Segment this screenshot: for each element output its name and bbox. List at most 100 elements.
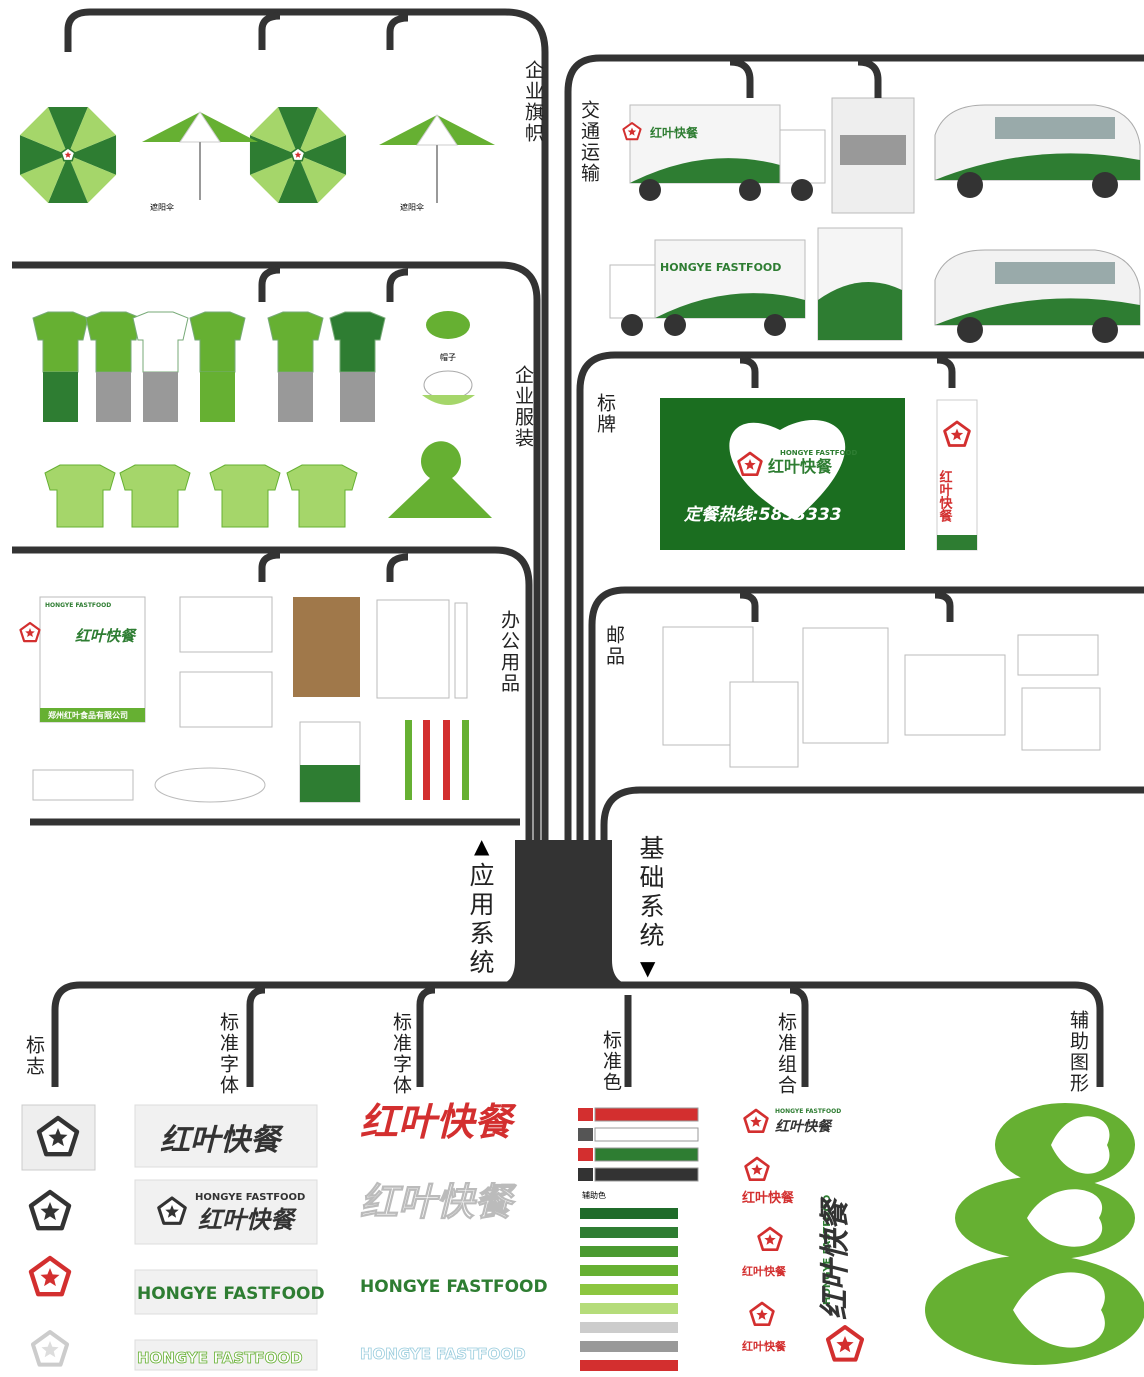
brand-text: 郑州红叶食品有限公司	[48, 710, 128, 720]
id-card	[40, 597, 145, 722]
brand-text: HONGYE FASTFOOD	[195, 1192, 305, 1203]
windshield	[840, 135, 906, 165]
mail-item	[905, 655, 1005, 735]
cap-brim	[422, 395, 475, 405]
brand-text: 红叶快餐	[818, 1196, 853, 1320]
badge	[155, 768, 265, 802]
brand-text: 红叶快餐	[768, 457, 833, 476]
brand-text: HONGYE FASTFOOD	[137, 1349, 303, 1367]
section-label: 标准字体	[217, 1012, 239, 1096]
shirt	[33, 312, 88, 372]
stationery	[33, 770, 133, 800]
color-bar	[595, 1148, 698, 1161]
color-bar	[580, 1208, 678, 1219]
arrow-down: ▼	[640, 956, 656, 980]
brand-text: 红叶快餐	[742, 1190, 795, 1206]
wheel	[664, 314, 686, 336]
system-label: 应用系统	[466, 862, 494, 978]
page: {"application_system":{"label":"应用系统","s…	[0, 0, 1144, 1377]
brand-text: 红叶快餐	[650, 125, 699, 140]
section-label: 交通运输	[578, 100, 600, 184]
color-bar	[580, 1284, 678, 1295]
wheel	[791, 179, 813, 201]
trunk-block	[495, 840, 635, 985]
section-label: 标志	[23, 1035, 45, 1077]
color-bar	[580, 1246, 678, 1257]
sign-base	[937, 535, 977, 550]
diagram: ▲ ▼ 遮阳伞遮阳伞HONGYE FASTFOOD红叶快餐帽子红叶快餐HONGY…	[0, 0, 1144, 1377]
caption: 辅助色	[582, 1190, 606, 1200]
brand-text: HONGYE FASTFOOD	[780, 449, 857, 457]
mail-item	[730, 682, 798, 767]
brand-text: HONGYE FASTFOOD	[775, 1108, 841, 1115]
truck-cab	[610, 265, 655, 318]
wheel	[621, 314, 643, 336]
envelope-folder	[293, 597, 360, 697]
pants	[96, 372, 131, 422]
caption: 遮阳伞	[400, 202, 424, 212]
shirt	[190, 312, 245, 372]
wheel	[957, 172, 983, 198]
brand-text: 红叶快餐	[75, 627, 137, 645]
tshirt	[287, 465, 357, 527]
pen	[462, 720, 469, 800]
color-swatch	[578, 1168, 593, 1181]
section-label: 企业旗帜	[522, 60, 544, 144]
pen	[423, 720, 430, 800]
color-bar	[580, 1322, 678, 1333]
color-bar	[580, 1341, 678, 1352]
brand-text: 红叶快餐	[198, 1206, 297, 1234]
mail-item	[1018, 635, 1098, 675]
section-label: 标准字体	[390, 1012, 412, 1096]
color-bar	[595, 1128, 698, 1141]
pants	[143, 372, 178, 422]
color-swatch	[578, 1128, 593, 1141]
hat	[388, 441, 492, 518]
caption: 遮阳伞	[150, 202, 174, 212]
pants	[278, 372, 313, 422]
arrow-up: ▲	[474, 834, 490, 858]
section-label: 标牌	[594, 393, 616, 435]
section-label: 邮品	[603, 625, 625, 667]
pen	[443, 720, 450, 800]
brand-text: 红叶快餐	[160, 1123, 284, 1158]
color-swatch	[578, 1148, 593, 1161]
wheel	[957, 317, 983, 343]
stationery	[180, 597, 272, 652]
pants	[43, 372, 78, 422]
section-label: 企业服装	[512, 365, 534, 449]
system-label: 基础系统	[636, 835, 664, 951]
brand-text: HONGYE FASTFOOD	[360, 1277, 548, 1297]
wheel	[639, 179, 661, 201]
shirt	[268, 312, 323, 372]
brand-text: 定餐热线:5853333	[683, 505, 842, 525]
stationery	[377, 600, 449, 698]
wheel	[1092, 172, 1118, 198]
tshirt	[120, 465, 190, 527]
brand-text: 红叶快餐	[937, 469, 954, 523]
notebook-band	[300, 765, 360, 802]
window	[995, 262, 1115, 284]
brand-text: 红叶快餐	[742, 1339, 787, 1353]
mail-item	[1022, 688, 1100, 750]
brand-text: HONGYE FASTFOOD	[137, 1284, 325, 1304]
stationery	[180, 672, 272, 727]
cap	[426, 311, 470, 339]
pants	[200, 372, 235, 422]
shirt	[330, 312, 385, 372]
brand-text: 红叶快餐	[742, 1264, 787, 1278]
pants	[340, 372, 375, 422]
section-label: 标准组合	[775, 1012, 797, 1096]
window	[995, 117, 1115, 139]
brand-text: 红叶快餐	[360, 1100, 517, 1144]
color-bar	[580, 1227, 678, 1238]
shirt	[86, 312, 141, 372]
brand-text: HONGYE FASTFOOD	[45, 602, 111, 609]
shirt	[133, 312, 188, 372]
truck-cab	[780, 130, 825, 183]
brand-text: 红叶快餐	[360, 1180, 517, 1224]
color-bar	[580, 1265, 678, 1276]
wheel	[739, 179, 761, 201]
tshirt	[210, 465, 280, 527]
wheel	[1092, 317, 1118, 343]
